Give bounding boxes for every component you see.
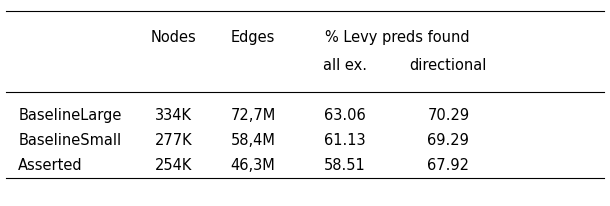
- Text: 277K: 277K: [155, 133, 193, 148]
- Text: 58.51: 58.51: [324, 158, 365, 173]
- Text: Edges: Edges: [231, 30, 275, 44]
- Text: 63.06: 63.06: [324, 108, 365, 123]
- Text: % Levy preds found: % Levy preds found: [325, 30, 470, 44]
- Text: 70.29: 70.29: [427, 108, 470, 123]
- Text: 67.92: 67.92: [428, 158, 469, 173]
- Text: BaselineLarge: BaselineLarge: [18, 108, 121, 123]
- Text: 69.29: 69.29: [428, 133, 469, 148]
- Text: 58,4M: 58,4M: [231, 133, 276, 148]
- Text: all ex.: all ex.: [323, 59, 367, 73]
- Text: 334K: 334K: [156, 108, 192, 123]
- Text: directional: directional: [410, 59, 487, 73]
- Text: 61.13: 61.13: [324, 133, 365, 148]
- Text: BaselineSmall: BaselineSmall: [18, 133, 121, 148]
- Text: 254K: 254K: [155, 158, 193, 173]
- Text: Asserted: Asserted: [18, 158, 83, 173]
- Text: Nodes: Nodes: [151, 30, 196, 44]
- Text: 46,3M: 46,3M: [231, 158, 276, 173]
- Text: 72,7M: 72,7M: [231, 108, 276, 123]
